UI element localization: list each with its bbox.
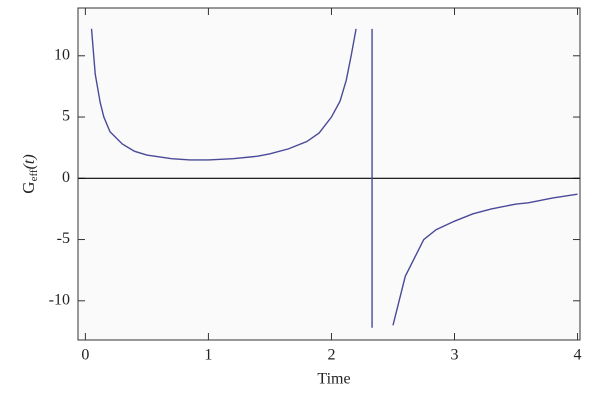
plot-background bbox=[78, 8, 580, 340]
y-tick-label: 10 bbox=[54, 46, 70, 63]
y-label-sub: eff bbox=[28, 169, 40, 181]
y-tick-label: 0 bbox=[62, 169, 70, 186]
x-tick-label: 2 bbox=[327, 347, 335, 364]
x-tick-label: 0 bbox=[81, 347, 89, 364]
x-axis-label: Time bbox=[317, 371, 350, 388]
data-line bbox=[90, 28, 578, 328]
x-tick-label: 1 bbox=[204, 347, 212, 364]
y-tick-label: 5 bbox=[62, 108, 70, 125]
x-tick-label: 3 bbox=[451, 347, 459, 364]
y-tick-label: -5 bbox=[57, 230, 70, 247]
y-axis-label: Geff(t) bbox=[19, 154, 40, 193]
x-tick-label: 4 bbox=[574, 347, 582, 364]
y-label-arg: (t) bbox=[21, 154, 38, 169]
plot-frame bbox=[77, 7, 581, 341]
y-label-base: G bbox=[19, 181, 38, 193]
y-tick-label: -10 bbox=[49, 291, 70, 308]
